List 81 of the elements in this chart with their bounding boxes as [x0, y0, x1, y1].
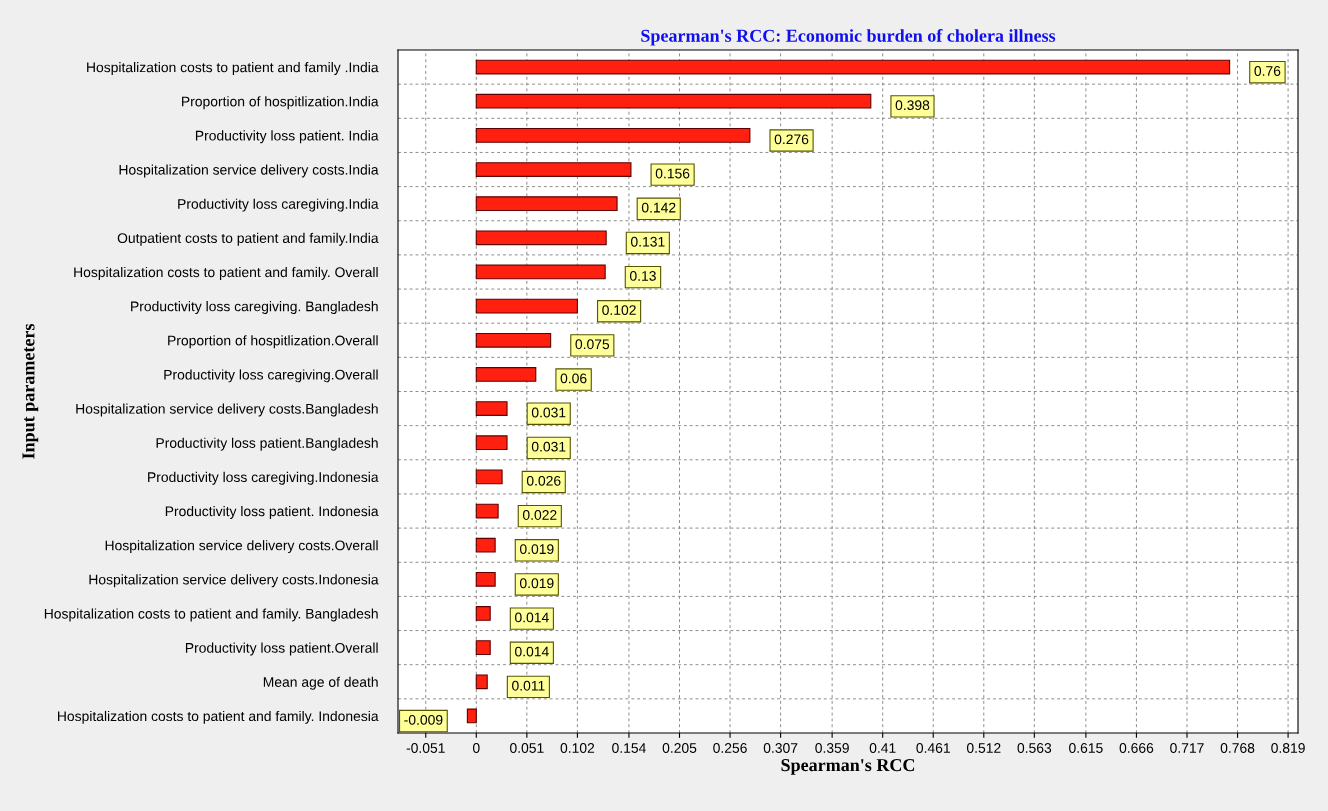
bar: [475, 196, 618, 212]
y-tick-label: Hospitalization service delivery costs.India: [119, 164, 379, 178]
x-tick-label: -0.051: [406, 743, 445, 753]
bar: [475, 332, 552, 348]
y-tick-label: Productivity loss caregiving.Indonesia: [148, 471, 379, 485]
y-tick-label: Productivity loss patient.Bangladesh: [156, 437, 378, 451]
data-label: 0.075: [575, 339, 610, 350]
bar: [475, 298, 578, 314]
data-label: 0.014: [515, 646, 549, 657]
x-tick-label: 0.615: [1069, 743, 1103, 753]
data-label: 0.026: [526, 475, 561, 486]
y-tick-label: Hospitalization service delivery costs.Overall: [105, 540, 378, 554]
x-tick-label: 0.512: [966, 743, 1001, 753]
x-tick-label: 0.051: [510, 743, 544, 753]
bar: [475, 59, 1231, 75]
data-label: 0.031: [531, 407, 566, 418]
y-tick-label: Productivity loss patient.Overall: [185, 642, 378, 656]
bar: [466, 708, 477, 724]
bar: [475, 127, 751, 143]
data-label: 0.76: [1254, 66, 1281, 76]
x-tick-label: 0.205: [662, 743, 697, 753]
y-tick-label: Hospitalization costs to patient and family. Overall: [74, 266, 378, 280]
data-label: 0.398: [895, 100, 930, 111]
data-label: 0.019: [519, 544, 554, 555]
data-label: 0.276: [774, 134, 809, 145]
data-label: 0.014: [515, 612, 549, 623]
x-tick-label: 0.461: [916, 743, 950, 753]
data-label: 0.156: [655, 168, 690, 179]
data-label: 0.031: [531, 441, 566, 452]
y-tick-label: Productivity loss patient. India: [195, 130, 379, 144]
bar: [475, 401, 508, 416]
x-tick-label: 0.154: [612, 743, 646, 753]
x-tick-label: 0.256: [713, 743, 747, 753]
bar: [475, 230, 607, 246]
y-tick-label: Mean age of death: [263, 676, 378, 690]
x-tick-label: 0: [472, 743, 480, 753]
data-label: 0.131: [630, 236, 665, 247]
bar: [475, 674, 488, 690]
x-tick-label: 0.717: [1170, 743, 1204, 753]
data-label: 0.142: [641, 202, 676, 213]
data-label: 0.011: [512, 680, 545, 691]
bar: [475, 93, 872, 109]
y-tick-label: Proportion of hospitlization.India: [182, 96, 379, 110]
y-tick-label: Productivity loss caregiving. Bangladesh: [131, 301, 378, 315]
x-tick-label: 0.102: [560, 743, 595, 753]
data-label: -0.009: [404, 714, 443, 725]
bar: [475, 469, 503, 485]
x-tick-label: 0.307: [763, 743, 798, 753]
y-tick-label: Outpatient costs to patient and family.India: [117, 232, 379, 246]
bar: [475, 503, 499, 519]
y-tick-label: Hospitalization service delivery costs.Indonesia: [89, 574, 379, 588]
data-label: 0.06: [560, 373, 587, 384]
x-tick-label: 0.666: [1119, 743, 1154, 753]
bar: [475, 264, 606, 280]
bar: [475, 640, 491, 656]
y-tick-label: Hospitalization costs to patient and family .India: [87, 62, 379, 75]
y-tick-label: Productivity loss caregiving.India: [178, 198, 379, 212]
y-tick-label: Hospitalization costs to patient and family. Indonesia: [58, 710, 379, 724]
bar: [475, 537, 496, 553]
x-tick-label: 0.819: [1271, 743, 1305, 753]
y-tick-label: Productivity loss caregiving.Overall: [164, 369, 378, 383]
y-tick-label: Proportion of hospitlization.Overall: [168, 335, 378, 349]
bar: [475, 435, 508, 451]
bar: [475, 606, 491, 621]
bar: [475, 571, 496, 587]
chart-title: Spearman's RCC: Economic burden of cholera illness: [641, 28, 1056, 46]
x-tick-label: 0.41: [869, 743, 896, 753]
x-tick-label: 0.359: [815, 743, 849, 753]
y-tick-label: Hospitalization service delivery costs.Bangladesh: [76, 403, 378, 417]
y-tick-label: Productivity loss patient. Indonesia: [165, 505, 379, 519]
data-label: 0.022: [522, 510, 557, 520]
x-tick-label: 0.768: [1220, 743, 1255, 753]
x-tick-label: 0.563: [1017, 743, 1052, 753]
y-tick-label: Hospitalization costs to patient and family. Bangladesh: [44, 608, 378, 622]
bar: [475, 367, 537, 382]
x-axis-title: Spearman's RCC: [781, 759, 915, 775]
data-label: 0.102: [602, 305, 636, 315]
bar: [475, 162, 632, 177]
y-axis-title: Input parameters: [22, 323, 39, 459]
data-label: 0.13: [630, 270, 656, 281]
data-label: 0.019: [519, 578, 554, 589]
